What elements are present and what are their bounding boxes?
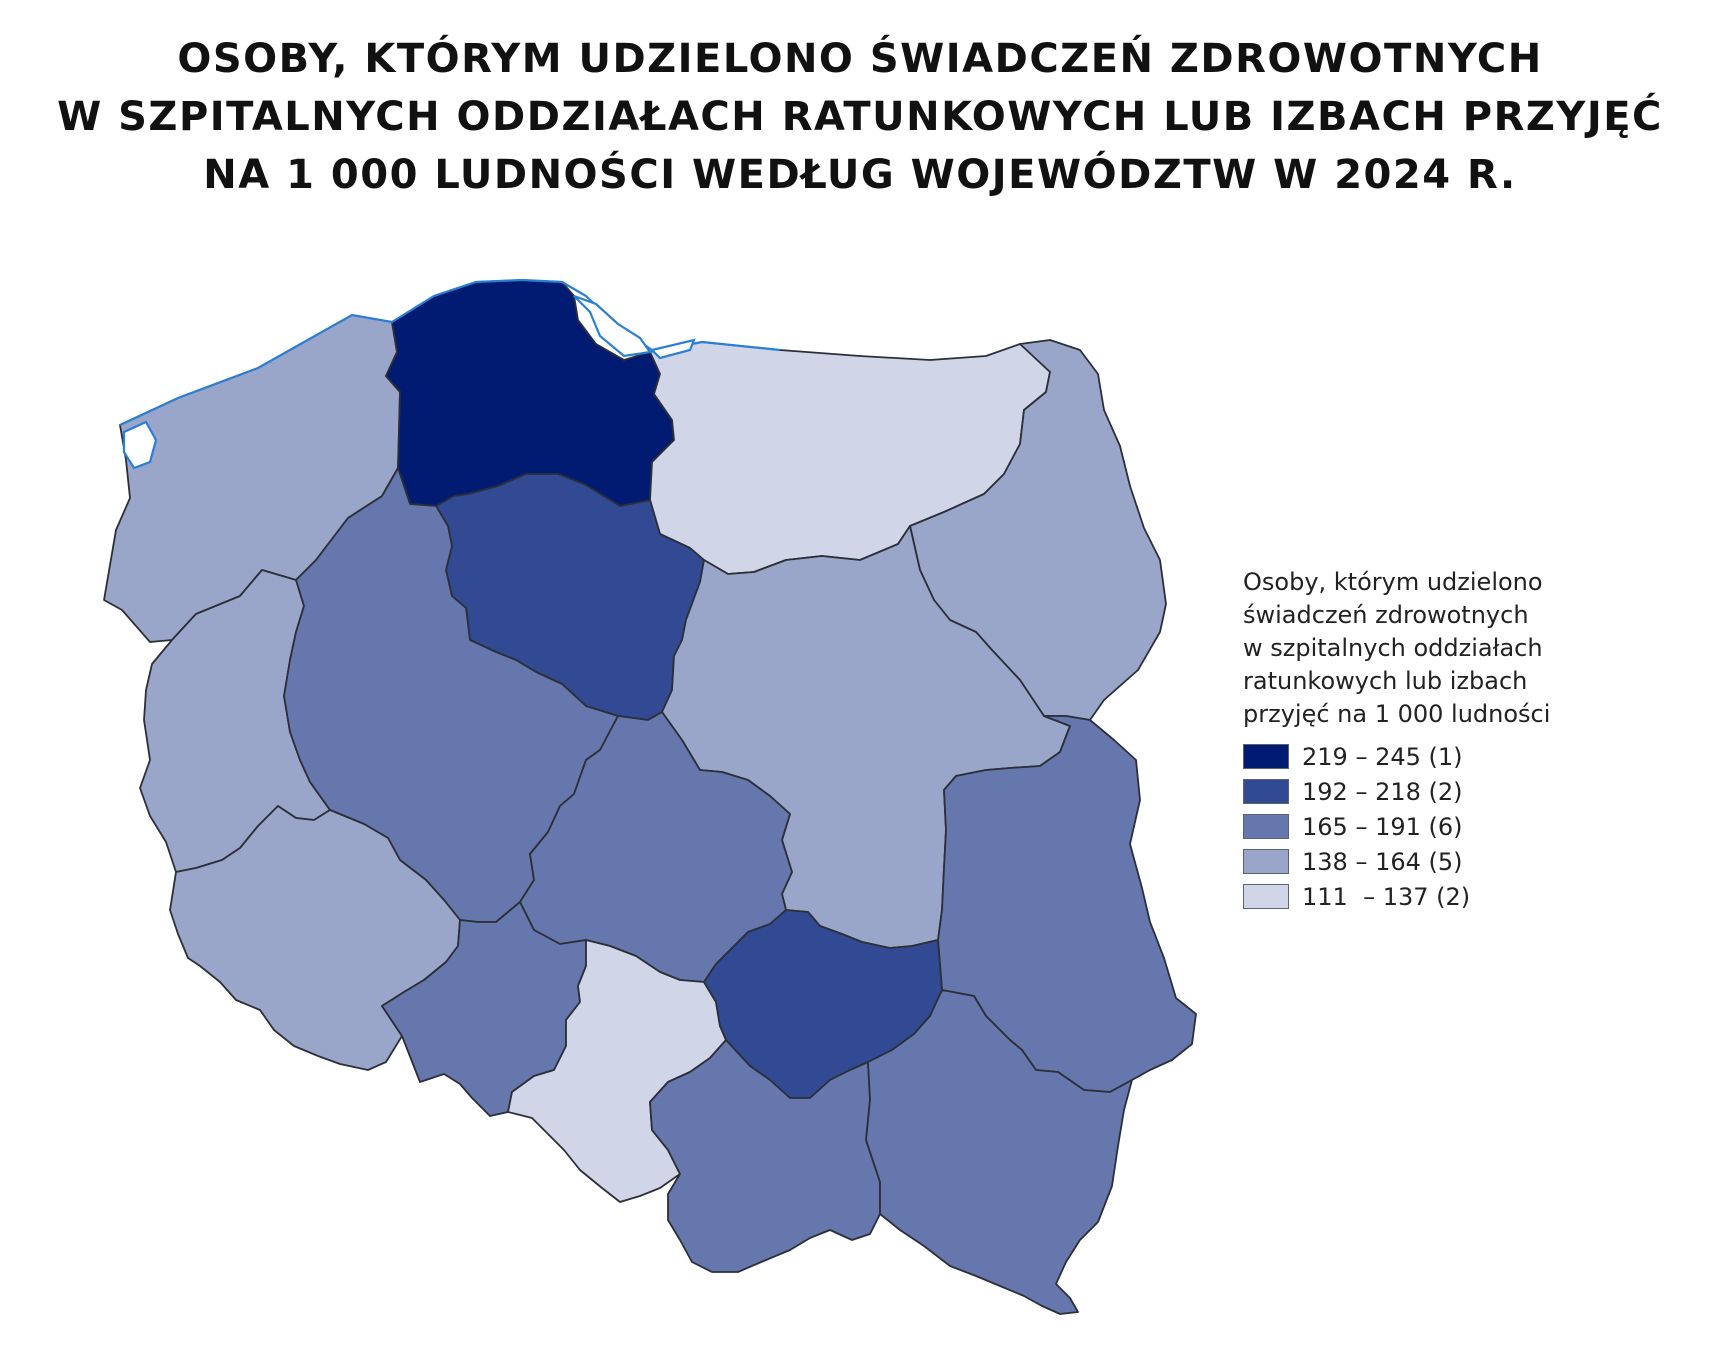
legend-title-line-2: świadczeń zdrowotnych (1243, 601, 1529, 629)
legend-label: 111 – 137 (2) (1302, 882, 1471, 911)
title-line-2: W SZPITALNYCH ODDZIAŁACH RATUNKOWYCH LUB… (57, 94, 1663, 140)
legend-title-line-4: ratunkowych lub izbach (1243, 667, 1528, 695)
legend-item: 192 – 218 (2) (1243, 774, 1643, 809)
region-malopolskie[interactable] (649, 1039, 881, 1273)
title-line-3: NA 1 000 LUDNOŚCI WEDŁUG WOJEWÓDZTW W 20… (203, 152, 1517, 198)
region-podkarpackie[interactable] (865, 989, 1133, 1315)
legend-title-line-5: przyjęć na 1 000 ludności (1243, 700, 1551, 728)
region-pomorskie[interactable] (385, 279, 675, 507)
map-legend: Osoby, którym udzielono świadczeń zdrowo… (1243, 566, 1643, 914)
legend-label: 165 – 191 (6) (1302, 812, 1463, 841)
map-title: OSOBY, KTÓRYM UDZIELONO ŚWIADCZEŃ ZDROWO… (0, 30, 1720, 204)
coastline (119, 278, 781, 470)
legend-swatch (1243, 814, 1289, 839)
legend-item: 219 – 245 (1) (1243, 739, 1643, 774)
legend-label: 138 – 164 (5) (1302, 847, 1463, 876)
legend-title-line-3: w szpitalnych oddziałach (1243, 634, 1543, 662)
legend-swatch (1243, 744, 1289, 769)
coastline-west (119, 278, 563, 426)
legend-items: 219 – 245 (1) 192 – 218 (2) 165 – 191 (6… (1243, 739, 1643, 914)
legend-swatch (1243, 884, 1289, 909)
szczecin-lagoon (122, 420, 158, 470)
legend-label: 219 – 245 (1) (1302, 742, 1463, 771)
voivodeship-regions (103, 279, 1197, 1315)
title-line-1: OSOBY, KTÓRYM UDZIELONO ŚWIADCZEŃ ZDROWO… (177, 36, 1543, 82)
gdansk-bay (573, 294, 652, 358)
legend-label: 192 – 218 (2) (1302, 777, 1463, 806)
legend-title-line-1: Osoby, którym udzielono (1243, 568, 1543, 596)
legend-item: 165 – 191 (6) (1243, 809, 1643, 844)
legend-item: 111 – 137 (2) (1243, 879, 1643, 914)
vistula-lagoon (649, 338, 696, 360)
legend-swatch (1243, 849, 1289, 874)
legend-swatch (1243, 779, 1289, 804)
legend-item: 138 – 164 (5) (1243, 844, 1643, 879)
